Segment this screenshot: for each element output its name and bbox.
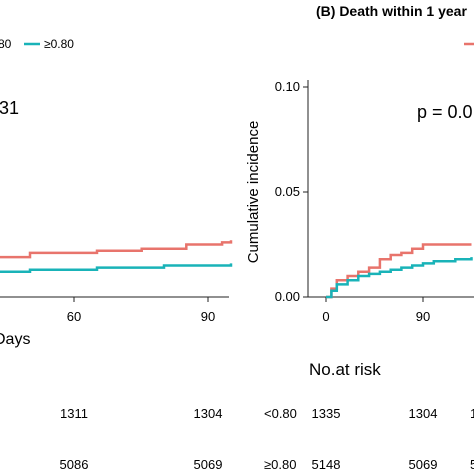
panel-a-xlabel: Days — [0, 331, 30, 348]
panel-b-risk-label-low: <0.80 — [264, 406, 297, 421]
legend-low-label: 80 — [0, 37, 12, 51]
panel-b-title: (B) Death within 1 year — [316, 3, 467, 19]
panel-b-xtick-label-90: 90 — [416, 309, 430, 324]
panel-a-risk-high-60: 5086 — [60, 457, 89, 472]
panel-b-ytick-label-005: 0.05 — [275, 184, 300, 199]
panel-b-xtick-label-0: 0 — [322, 309, 329, 324]
panel-b-risk-low-next: 1 — [470, 406, 474, 421]
panel-a-risk-low-90: 1304 — [194, 406, 223, 421]
panel-b-risk-high-0: 5148 — [312, 457, 341, 472]
panel-b-risk-title: No.at risk — [309, 360, 381, 379]
curves-layer — [0, 240, 473, 299]
panel-a-curve-low — [0, 240, 233, 259]
panel-a-curve-high — [0, 263, 233, 274]
panel-b-curve-high — [326, 257, 473, 299]
panel-b-risk-low-90: 1304 — [409, 406, 438, 421]
panel-b-pvalue: p = 0.0 — [417, 102, 473, 122]
panel-a-plot-area — [0, 296, 229, 302]
panel-a-risk-high-90: 5069 — [194, 457, 223, 472]
panel-b-risk-high-next: 5 — [470, 457, 474, 472]
panel-b-ytick-label-010: 0.10 — [275, 79, 300, 94]
panel-b-curve-low — [326, 243, 472, 299]
panel-b-ytick-label-000: 0.00 — [275, 289, 300, 304]
legend-high-label: ≥0.80 — [44, 37, 74, 51]
panel-a-pvalue: 31 — [0, 98, 19, 118]
panel-a-xtick-label-60: 60 — [67, 309, 81, 324]
panel-b-risk-high-90: 5069 — [409, 457, 438, 472]
panel-b-risk-low-0: 1335 — [312, 406, 341, 421]
panel-b-risk-label-high: ≥0.80 — [264, 457, 296, 472]
panel-a-risk-low-60: 1311 — [60, 406, 88, 421]
panel-a-xtick-label-90: 90 — [201, 309, 215, 324]
panel-b-ylabel: Cumulative incidence — [245, 121, 262, 264]
